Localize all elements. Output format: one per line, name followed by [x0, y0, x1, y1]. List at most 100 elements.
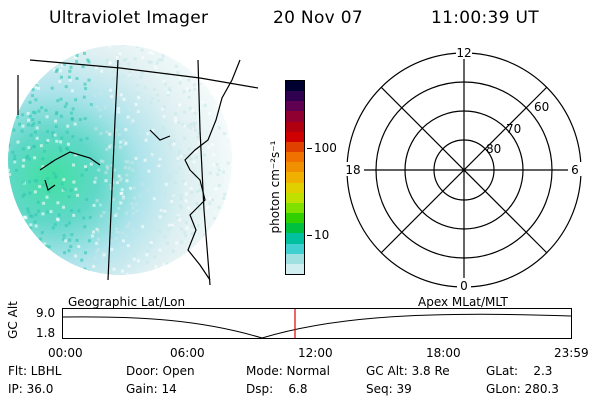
emission-speckle — [83, 267, 87, 271]
emission-speckle — [123, 257, 127, 261]
emission-speckle — [95, 227, 99, 231]
emission-speckle — [239, 47, 242, 50]
emission-speckle — [232, 262, 235, 265]
emission-speckle — [8, 84, 10, 88]
emission-speckle — [35, 84, 39, 88]
emission-speckle — [94, 176, 98, 180]
emission-speckle — [167, 45, 171, 49]
emission-speckle — [108, 145, 112, 149]
emission-speckle — [126, 276, 129, 279]
emission-speckle — [56, 99, 60, 103]
emission-speckle — [54, 125, 58, 129]
emission-speckle — [95, 105, 99, 109]
emission-speckle — [127, 264, 131, 268]
emission-speckle — [71, 135, 75, 139]
emission-speckle — [34, 85, 38, 89]
emission-speckle — [224, 244, 228, 248]
emission-speckle — [183, 110, 187, 114]
emission-speckle — [15, 47, 19, 51]
emission-speckle — [187, 88, 191, 92]
emission-speckle — [151, 128, 155, 132]
emission-speckle — [46, 139, 50, 143]
emission-speckle — [128, 75, 132, 79]
emission-speckle — [40, 41, 43, 44]
emission-speckle — [26, 154, 30, 158]
info-gcalt: GC Alt: 3.8 Re — [366, 364, 450, 378]
emission-speckle — [75, 238, 79, 242]
date-label: 20 Nov 07 — [273, 8, 363, 28]
emission-speckle — [5, 80, 8, 83]
emission-speckle — [110, 262, 114, 266]
emission-speckle — [62, 62, 66, 66]
emission-speckle — [158, 157, 162, 161]
emission-speckle — [45, 252, 49, 256]
emission-speckle — [184, 199, 188, 203]
emission-speckle — [240, 75, 243, 78]
emission-speckle — [51, 131, 55, 135]
emission-speckle — [162, 126, 166, 130]
emission-speckle — [219, 86, 223, 90]
emission-speckle — [109, 88, 113, 92]
emission-speckle — [38, 45, 42, 47]
emission-speckle — [192, 53, 196, 57]
emission-speckle — [35, 179, 39, 183]
emission-speckle — [194, 53, 198, 57]
emission-speckle — [124, 141, 128, 145]
emission-speckle — [59, 114, 63, 118]
emission-speckle — [32, 254, 36, 258]
emission-speckle — [207, 145, 211, 149]
emission-speckle — [176, 215, 180, 219]
emission-speckle — [136, 91, 140, 95]
emission-speckle — [13, 101, 17, 105]
emission-speckle — [36, 52, 40, 56]
emission-speckle — [105, 147, 109, 151]
emission-speckle — [100, 257, 104, 261]
emission-speckle — [69, 245, 73, 249]
colorbar-unit-label: photon cm⁻²s⁻¹ — [268, 140, 282, 234]
emission-speckle — [168, 89, 172, 93]
emission-speckle — [162, 105, 166, 109]
emission-speckle — [134, 156, 138, 160]
emission-speckle — [132, 186, 136, 190]
emission-speckle — [197, 131, 201, 135]
emission-speckle — [37, 86, 41, 90]
emission-speckle — [36, 200, 40, 204]
emission-speckle — [140, 48, 144, 52]
emission-speckle — [160, 168, 164, 172]
emission-speckle — [152, 197, 156, 201]
emission-speckle — [41, 212, 45, 216]
info-gain: Gain: 14 — [126, 382, 177, 396]
emission-speckle — [74, 187, 78, 191]
emission-speckle — [156, 99, 160, 103]
emission-speckle — [59, 140, 63, 144]
emission-speckle — [42, 149, 46, 153]
emission-speckle — [139, 131, 143, 135]
emission-speckle — [103, 106, 107, 110]
emission-speckle — [74, 98, 78, 102]
emission-speckle — [203, 47, 207, 51]
emission-speckle — [175, 171, 179, 175]
emission-speckle — [205, 206, 209, 210]
emission-speckle — [213, 216, 217, 220]
emission-speckle — [225, 234, 229, 238]
emission-speckle — [99, 214, 103, 218]
emission-speckle — [3, 229, 6, 232]
emission-speckle — [228, 40, 231, 43]
emission-speckle — [105, 58, 109, 62]
emission-speckle — [184, 221, 188, 225]
emission-speckle — [62, 178, 66, 182]
emission-speckle — [160, 266, 164, 270]
emission-speckle — [50, 275, 53, 278]
emission-speckle — [9, 48, 13, 52]
emission-speckle — [51, 226, 55, 230]
emission-speckle — [237, 155, 240, 158]
emission-speckle — [120, 269, 124, 273]
emission-speckle — [51, 134, 55, 138]
emission-speckle — [135, 209, 139, 213]
emission-speckle — [76, 193, 80, 197]
emission-speckle — [66, 142, 70, 146]
emission-speckle — [39, 144, 43, 148]
emission-speckle — [120, 188, 124, 192]
emission-speckle — [110, 247, 114, 251]
emission-speckle — [29, 68, 33, 72]
